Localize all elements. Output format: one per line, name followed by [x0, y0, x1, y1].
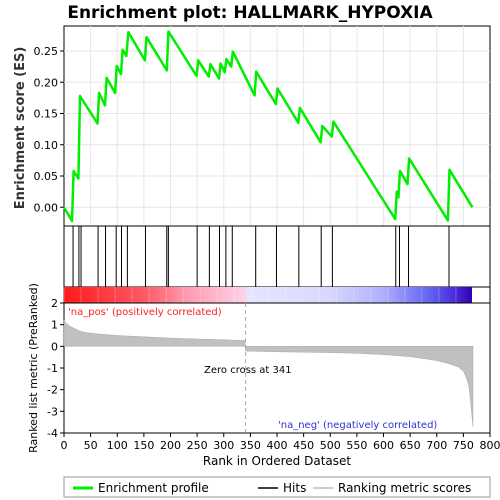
es-y-tick-label: 0.15 [34, 108, 59, 121]
x-tick-label: 50 [84, 439, 98, 452]
x-tick-label: 400 [267, 439, 288, 452]
x-tick-label: 700 [426, 439, 447, 452]
x-tick-label: 150 [133, 439, 154, 452]
ranked-y-tick-label: -1 [47, 362, 58, 375]
es-y-ticks: 0.00 0.05 0.10 0.15 0.20 0.25 [34, 45, 64, 214]
x-tick-label: 200 [160, 439, 181, 452]
es-y-axis-label: Enrichment score (ES) [13, 47, 28, 210]
hits-group [72, 226, 450, 287]
x-tick-label: 500 [320, 439, 341, 452]
rank-colorbar [64, 287, 472, 303]
legend-ranking-label: Ranking metric scores [338, 481, 471, 495]
es-y-tick-label: 0.25 [34, 45, 59, 58]
x-tick-label: 800 [480, 439, 500, 452]
es-y-tick-label: 0.10 [34, 139, 59, 152]
x-tick-label: 550 [346, 439, 367, 452]
legend-hits-label: Hits [283, 481, 306, 495]
legend-box [63, 476, 491, 498]
x-tick-label: 100 [107, 439, 128, 452]
legend-enrichment-label: Enrichment profile [98, 481, 209, 495]
ranked-metric-group [63, 303, 474, 433]
rank-colorbar-bands [63, 287, 457, 303]
na-pos-label: 'na_pos' (positively correlated) [68, 307, 222, 318]
x-tick-label: 650 [400, 439, 421, 452]
es-y-tick-label: 0.20 [34, 76, 59, 89]
ranked-y-tick-label: 0 [51, 340, 58, 353]
ranking-metric-area [63, 319, 474, 427]
x-tick-label: 600 [373, 439, 394, 452]
hits-panel-frame [63, 225, 491, 288]
ranked-y-tick-label: -4 [47, 427, 58, 440]
enrichment-profile-line [62, 30, 474, 223]
chart-title: Enrichment plot: HALLMARK_HYPOXIA [67, 3, 433, 23]
x-tick-label: 250 [187, 439, 208, 452]
es-y-tick-label: 0.00 [34, 201, 59, 214]
x-tick-label: 0 [61, 439, 68, 452]
ranked-y-tick-label: 2 [51, 297, 58, 310]
es-y-tick-label: 0.05 [34, 170, 59, 183]
x-tick-label: 750 [453, 439, 474, 452]
ranked-y-tick-label: 1 [51, 319, 58, 332]
x-tick-label: 300 [213, 439, 234, 452]
ranked-y-ticks: 2 1 0 -1 -2 -3 -4 [47, 297, 64, 440]
x-tick-label: 450 [293, 439, 314, 452]
ranked-panel-frame [63, 302, 491, 434]
ranked-y-tick-label: -3 [47, 405, 58, 418]
zero-cross-label: Zero cross at 341 [204, 365, 292, 376]
na-neg-label: 'na_neg' (negatively correlated) [278, 420, 437, 431]
ranked-y-axis-label: Ranked list metric (PreRanked) [27, 283, 40, 453]
x-axis-ticks: 0 50 100 150 200 250 300 350 400 450 500 550 600 650 7… [61, 433, 500, 452]
x-tick-label: 350 [240, 439, 261, 452]
ranked-y-tick-label: -2 [47, 384, 58, 397]
x-axis-label: Rank in Ordered Dataset [203, 454, 351, 468]
enrichment-profile-group [62, 30, 474, 223]
